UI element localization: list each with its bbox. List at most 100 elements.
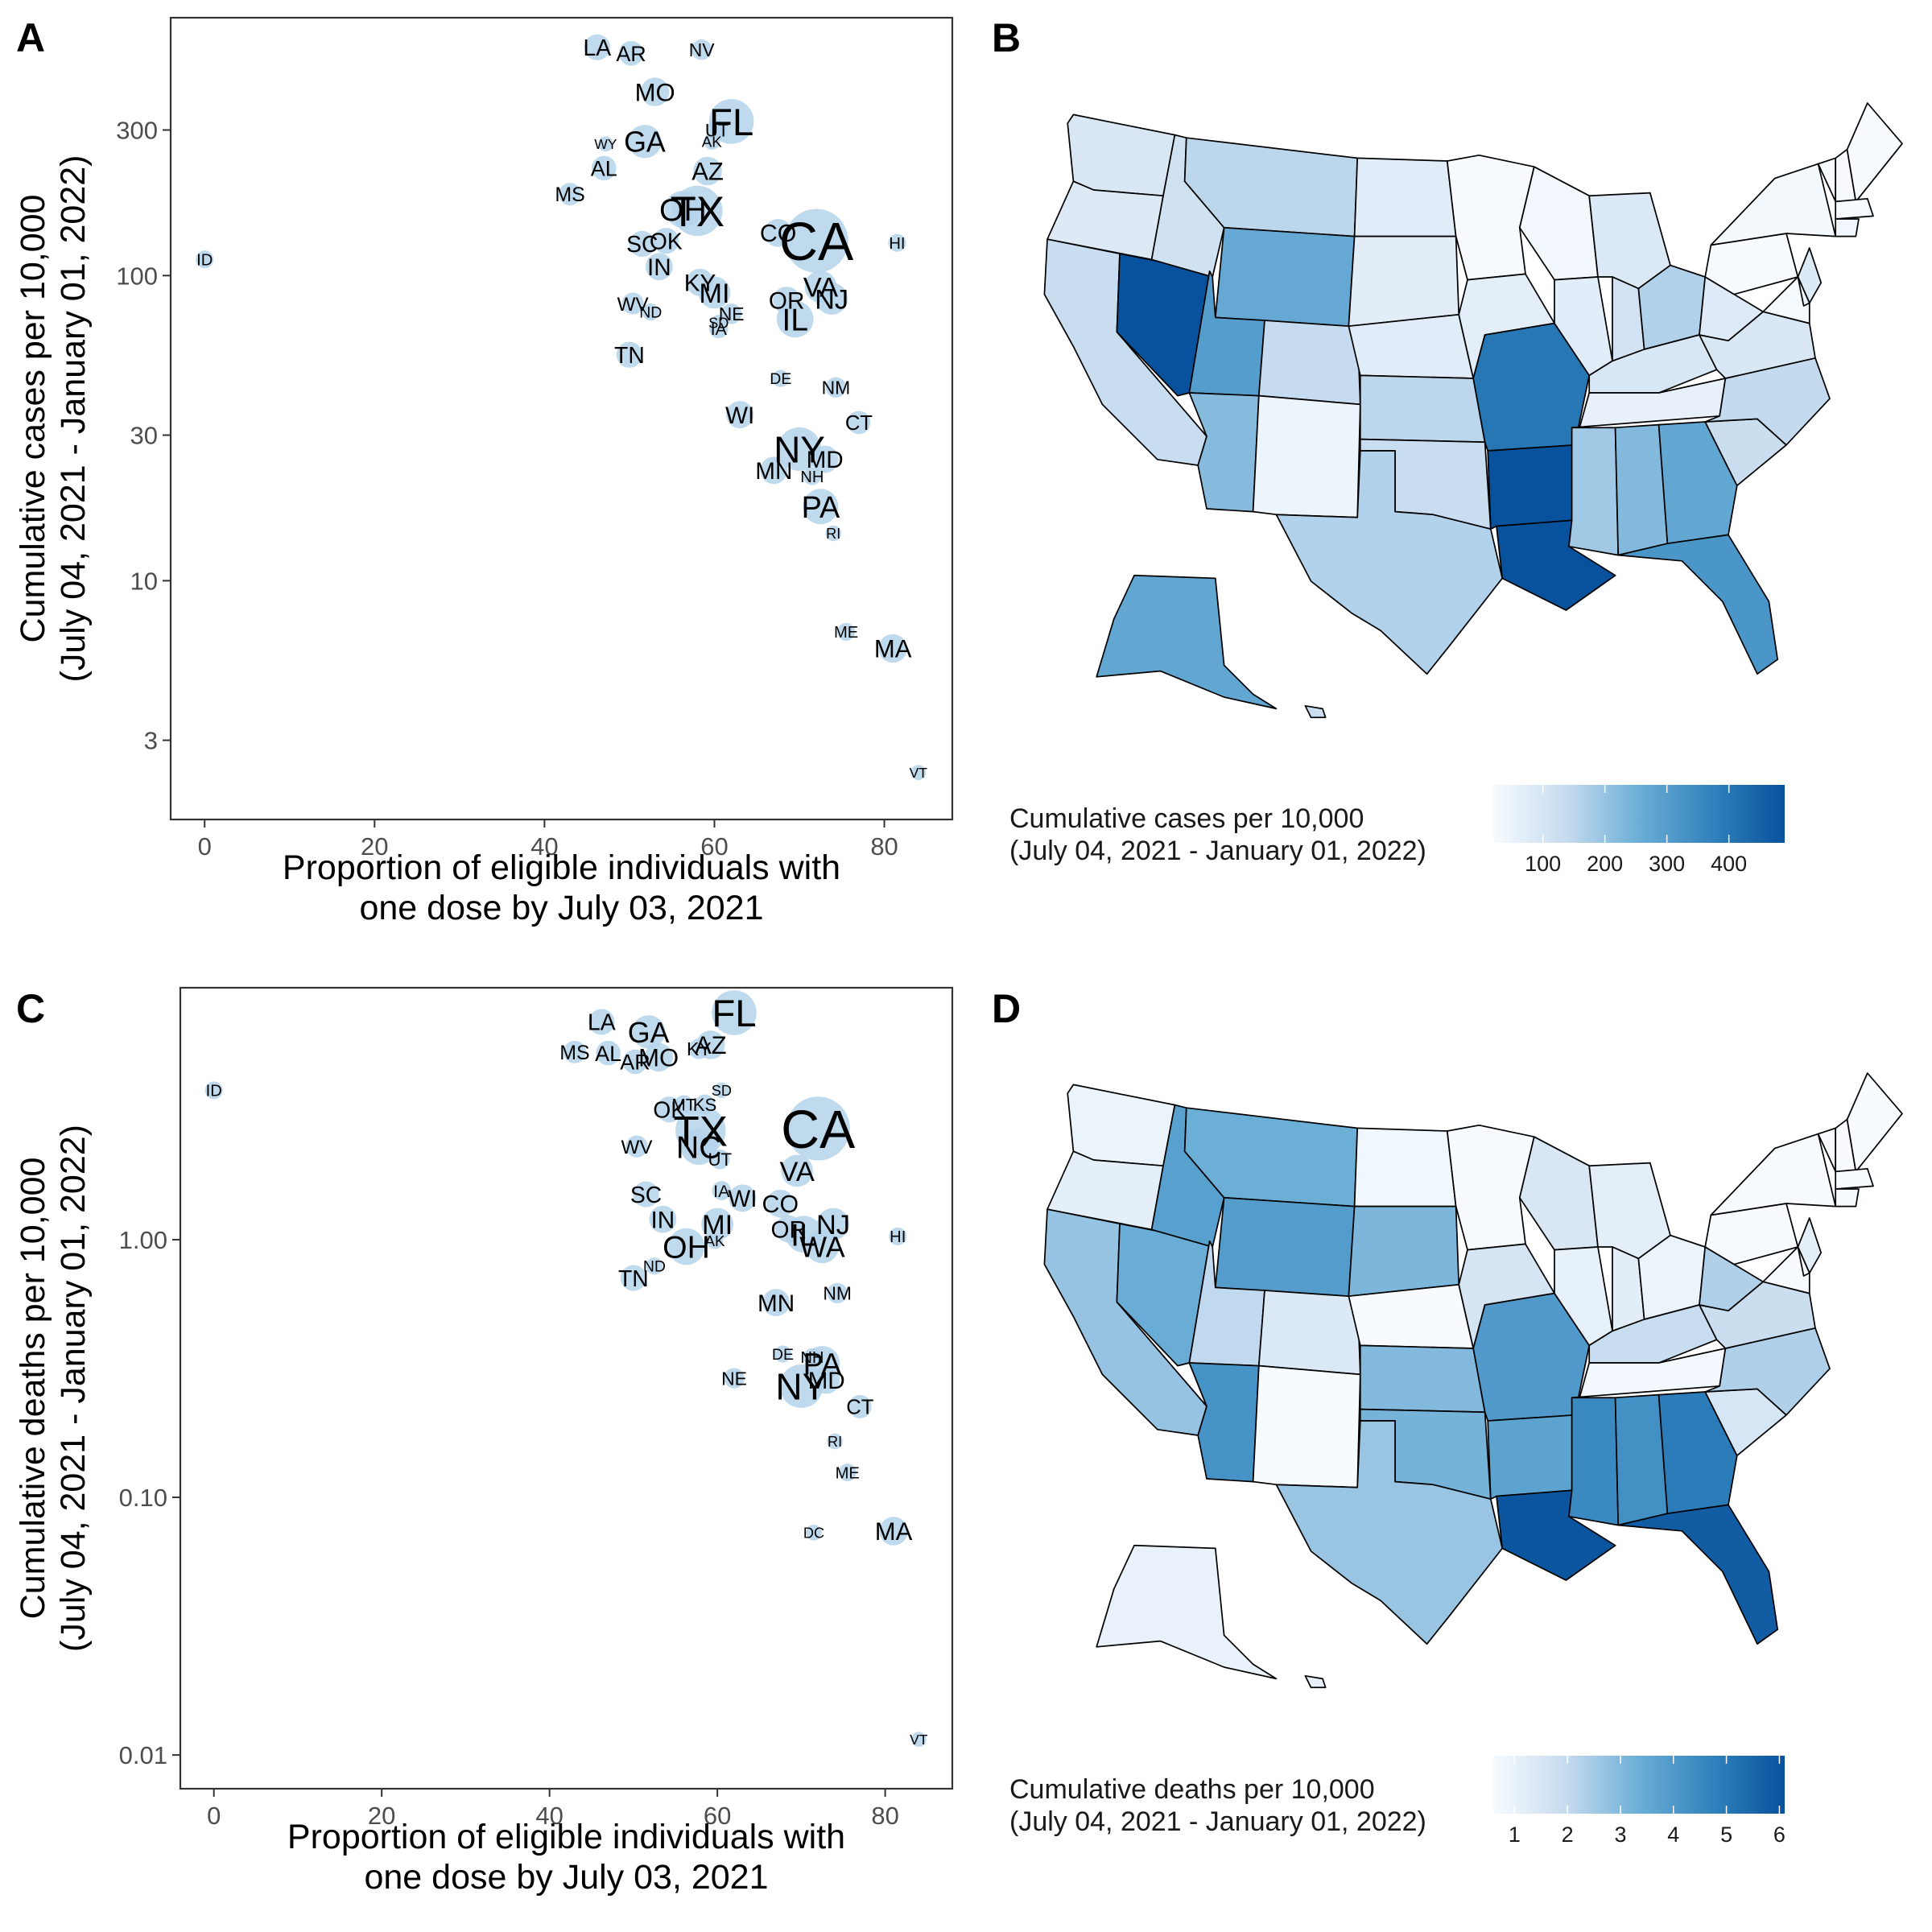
point-mn xyxy=(762,1289,791,1317)
legend-title-line2: (July 04, 2021 - January 01, 2022) xyxy=(1009,836,1426,866)
point-ga xyxy=(631,1015,666,1049)
point-label-hi: HI xyxy=(890,1228,906,1246)
point-ar xyxy=(618,41,644,66)
state-wa xyxy=(1067,114,1176,197)
legend-tick-label: 300 xyxy=(1649,852,1685,876)
point-pa xyxy=(803,489,839,525)
x-tick-label: 40 xyxy=(530,832,558,861)
point-label-wi: WI xyxy=(728,1186,757,1212)
point-label-vt: VT xyxy=(910,765,928,781)
state-nc xyxy=(1704,1327,1831,1416)
point-in xyxy=(649,1205,677,1233)
point-label-nv: NV xyxy=(689,39,716,60)
state-de xyxy=(1797,1246,1810,1277)
x-tick-label: 80 xyxy=(871,1802,898,1830)
point-label-ak: AK xyxy=(704,1232,725,1249)
point-wy xyxy=(598,136,613,152)
point-label-wi: WI xyxy=(725,402,754,429)
y-tick-label: 0.10 xyxy=(119,1484,167,1512)
point-label-ct: CT xyxy=(845,412,873,435)
x-axis-title-line2: one dose by July 03, 2021 xyxy=(359,889,763,927)
y-tick-label: 1.00 xyxy=(119,1226,167,1254)
state-wy xyxy=(1214,1196,1356,1298)
point-nh xyxy=(803,467,821,485)
point-label-ok: OK xyxy=(653,1097,686,1123)
point-mo xyxy=(644,1042,673,1072)
point-label-fl: FL xyxy=(709,101,753,144)
state-hi xyxy=(1304,1674,1327,1689)
point-label-mo: MO xyxy=(638,1044,679,1072)
point-label-ny: NY xyxy=(775,1366,827,1408)
state-fl xyxy=(1617,534,1779,675)
point-nd xyxy=(642,303,659,321)
point-label-ri: RI xyxy=(828,1434,842,1450)
point-label-va: VA xyxy=(803,272,838,303)
point-ar xyxy=(622,1049,648,1075)
point-la xyxy=(588,1009,615,1035)
point-hi xyxy=(888,233,906,252)
y-axis-title-line1: Cumulative deaths per 10,000 xyxy=(14,1158,52,1620)
point-label-co: CO xyxy=(762,1191,799,1218)
point-vt xyxy=(910,765,927,781)
point-label-hi: HI xyxy=(889,235,905,253)
point-fl xyxy=(712,990,757,1035)
point-label-co: CO xyxy=(760,221,797,247)
state-ga xyxy=(1657,421,1738,545)
point-label-ca: CA xyxy=(779,213,854,272)
point-label-in: IN xyxy=(647,254,671,281)
point-ma xyxy=(878,634,907,663)
state-wi xyxy=(1518,1136,1599,1251)
point-label-mi: MI xyxy=(699,279,729,309)
point-label-az: AZ xyxy=(691,158,724,186)
point-ne xyxy=(720,303,742,324)
legend-tick-label: 100 xyxy=(1525,852,1561,876)
legend-colorbar xyxy=(1493,1756,1785,1814)
point-wv xyxy=(625,1135,648,1158)
legend-tick-label: 5 xyxy=(1720,1823,1732,1847)
point-label-oh: OH xyxy=(663,1231,710,1265)
state-ct xyxy=(1835,1188,1860,1208)
point-id xyxy=(196,250,214,269)
state-me xyxy=(1846,102,1903,203)
point-label-nm: NM xyxy=(823,1283,852,1304)
point-hi xyxy=(889,1227,907,1245)
point-wv xyxy=(621,292,644,315)
state-me xyxy=(1846,1072,1903,1173)
state-sd xyxy=(1348,235,1460,328)
x-tick-label: 20 xyxy=(368,1802,395,1830)
state-ne xyxy=(1348,1283,1475,1349)
point-label-ia: IA xyxy=(713,1182,730,1201)
point-label-ky: KY xyxy=(684,270,716,296)
point-label-sd: SD xyxy=(712,1083,732,1099)
point-al xyxy=(596,1040,621,1066)
point-ny xyxy=(778,427,822,471)
point-label-mn: MN xyxy=(755,458,792,485)
legend-title-line2: (July 04, 2021 - January 01, 2022) xyxy=(1009,1806,1426,1837)
point-co xyxy=(766,1189,795,1218)
point-label-oh: OH xyxy=(659,193,707,228)
point-label-or: OR xyxy=(769,288,805,315)
state-ks xyxy=(1359,374,1486,444)
state-hi xyxy=(1304,704,1327,719)
panel-label-c: C xyxy=(16,986,45,1031)
x-tick-label: 60 xyxy=(700,832,728,861)
point-ne xyxy=(724,1368,745,1389)
point-ct xyxy=(847,411,871,435)
legend-tick-label: 2 xyxy=(1562,1823,1574,1847)
point-ms xyxy=(563,1040,586,1063)
point-nv xyxy=(691,39,712,60)
point-label-tx: TX xyxy=(671,188,724,236)
point-label-nd: ND xyxy=(639,304,662,322)
state-mo xyxy=(1472,1292,1591,1422)
legend-title-line1: Cumulative deaths per 10,000 xyxy=(1009,1774,1375,1805)
point-label-de: DE xyxy=(772,1346,794,1364)
y-axis-title-line1: Cumulative cases per 10,000 xyxy=(14,195,52,643)
point-label-nd: ND xyxy=(643,1258,666,1276)
state-tx xyxy=(1275,1420,1504,1645)
point-label-al: AL xyxy=(595,1042,621,1066)
point-de xyxy=(774,1345,792,1363)
point-label-ok: OK xyxy=(650,229,683,254)
point-label-id: ID xyxy=(206,1083,222,1100)
point-label-mo: MO xyxy=(635,78,675,106)
y-tick-label: 10 xyxy=(130,567,158,595)
